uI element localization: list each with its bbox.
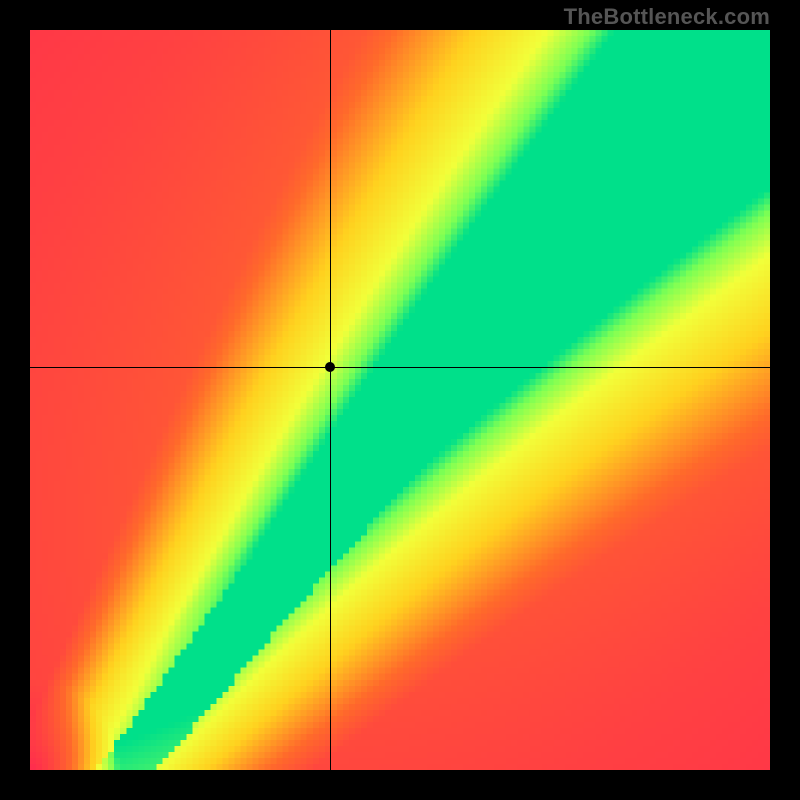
crosshair-vertical [330,30,331,770]
crosshair-marker [325,362,335,372]
heatmap-canvas [30,30,770,770]
heatmap-plot [30,30,770,770]
watermark-text: TheBottleneck.com [564,4,770,30]
crosshair-horizontal [30,367,770,368]
